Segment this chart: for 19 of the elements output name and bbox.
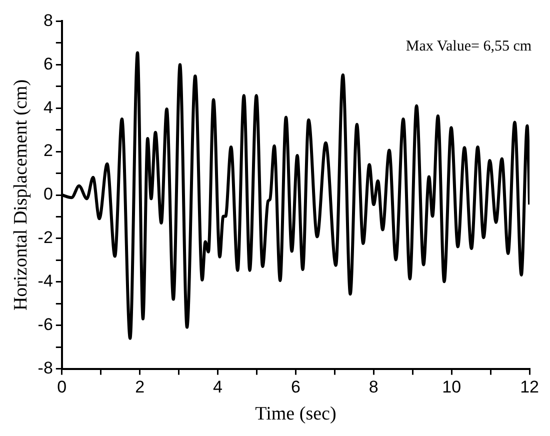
x-tick-label: 2 bbox=[135, 378, 145, 397]
y-tick-label: -8 bbox=[38, 358, 53, 378]
y-tick-label: -6 bbox=[38, 315, 53, 334]
x-tick-label: 10 bbox=[442, 378, 462, 397]
y-tick-label: 6 bbox=[43, 54, 53, 74]
x-tick-label: 0 bbox=[57, 378, 67, 397]
y-tick-label: 2 bbox=[43, 141, 53, 160]
y-tick-label: -2 bbox=[38, 228, 53, 248]
x-tick-label: 12 bbox=[520, 378, 540, 397]
y-tick-label: 0 bbox=[43, 184, 53, 204]
y-axis-title: Horizontal Displacement (cm) bbox=[10, 79, 32, 311]
y-tick-label: 4 bbox=[43, 98, 53, 117]
x-axis-title: Time (sec) bbox=[255, 404, 336, 425]
y-tick-label: 8 bbox=[43, 10, 53, 30]
annotation: Max Value= 6,55 cm bbox=[406, 38, 532, 55]
x-tick-label: 8 bbox=[368, 378, 378, 397]
x-tick-label: 4 bbox=[213, 378, 223, 397]
y-tick-label: -4 bbox=[38, 272, 53, 291]
x-tick-label: 6 bbox=[290, 378, 300, 397]
